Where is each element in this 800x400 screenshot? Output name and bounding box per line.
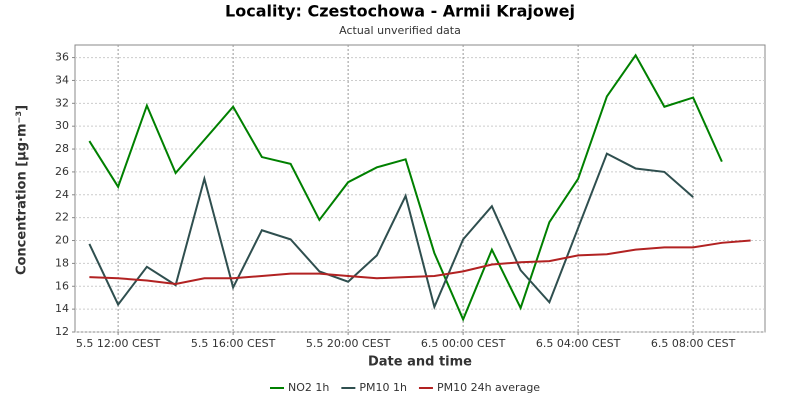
x-tick-label: 6.5 00:00 CEST <box>421 337 506 350</box>
y-tick-label: 18 <box>55 256 69 269</box>
x-tick-label: 5.5 12:00 CEST <box>76 337 161 350</box>
legend-label: PM10 24h average <box>437 381 540 394</box>
y-tick-label: 28 <box>55 142 69 155</box>
chart-title: Locality: Czestochowa - Armii Krajowej <box>225 2 575 21</box>
y-tick-label: 36 <box>55 51 69 64</box>
line-series <box>88 152 694 310</box>
plot-area <box>74 44 766 333</box>
y-axis-label: Concentration [µg·m⁻³] <box>15 105 30 275</box>
x-tick-label: 6.5 08:00 CEST <box>651 337 736 350</box>
y-tick-label: 26 <box>55 165 69 178</box>
legend: NO2 1h PM10 1h PM10 24h average <box>270 381 540 394</box>
x-tick-label: 5.5 16:00 CEST <box>191 337 276 350</box>
chart-subtitle: Actual unverified data <box>339 24 461 37</box>
x-tick-label: 6.5 04:00 CEST <box>536 337 621 350</box>
y-tick-label: 24 <box>55 188 69 201</box>
y-tick-label: 12 <box>55 325 69 338</box>
y-tick-label: 34 <box>55 73 69 86</box>
y-tick-label: 16 <box>55 279 69 292</box>
legend-label: NO2 1h <box>288 381 329 394</box>
x-tick-label: 5.5 20:00 CEST <box>306 337 391 350</box>
x-axis-label: Date and time <box>368 355 472 370</box>
y-tick-label: 30 <box>55 119 69 132</box>
y-tick-label: 32 <box>55 96 69 109</box>
legend-label: PM10 1h <box>359 381 407 394</box>
y-tick-label: 22 <box>55 211 69 224</box>
y-tick-label: 20 <box>55 234 69 247</box>
line-series <box>88 53 723 322</box>
line-series <box>89 239 751 285</box>
y-tick-label: 14 <box>55 302 69 315</box>
